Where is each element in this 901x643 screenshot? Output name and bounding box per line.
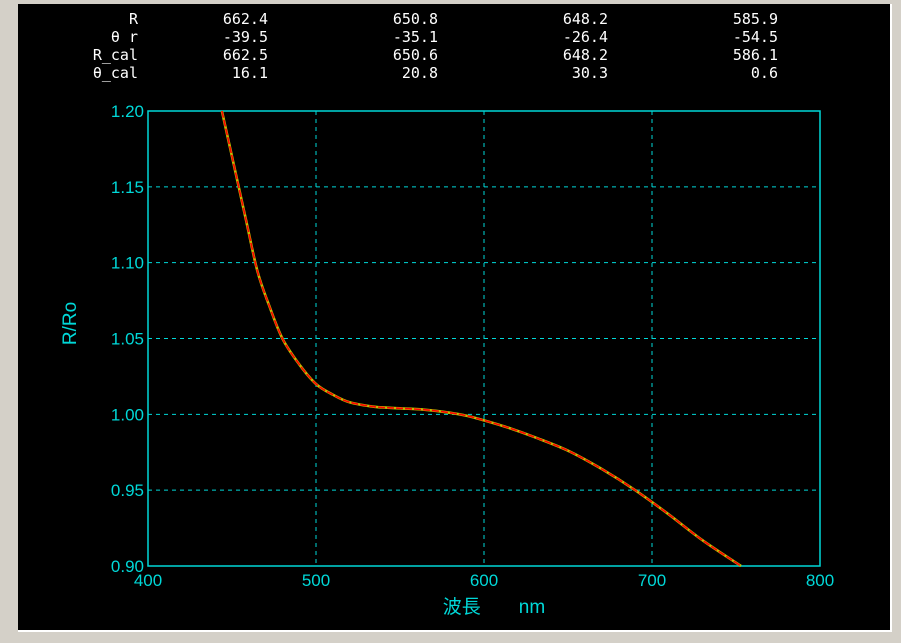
readout-value: 650.6: [392, 46, 438, 64]
readout-value: 30.3: [571, 64, 608, 82]
readout-value: -54.5: [732, 28, 778, 46]
y-tick-label: 0.90: [111, 557, 144, 576]
y-axis-title: R/Ro: [60, 302, 81, 345]
plot-area-border: [147, 110, 821, 567]
readout-value: 0.6: [750, 64, 778, 82]
y-tick-label: 1.05: [111, 330, 144, 349]
y-tick-label: 0.95: [111, 481, 144, 500]
readout-value: 662.4: [222, 10, 268, 28]
y-tick-label: 1.20: [111, 102, 144, 121]
peak-readout-table: R 662.4 650.8 648.2 585.9 θ r -39.5 -35.1 -26.4 -…: [18, 4, 890, 94]
series-layer: [220, 110, 742, 568]
series-line-fit: [221, 110, 742, 567]
y-tick-labels: 0.90 0.95 1.00 1.05 1.10 1.15 1.20: [111, 102, 144, 576]
readout-value: 650.8: [392, 10, 438, 28]
readout-value: 586.1: [732, 46, 778, 64]
readout-row-label: R_cal: [92, 46, 138, 64]
readout-value: 648.2: [562, 46, 608, 64]
x-tick-label: 400: [134, 571, 162, 590]
y-tick-label: 1.10: [111, 254, 144, 273]
y-tick-label: 1.00: [111, 405, 144, 424]
x-axis-title: 波長 nm: [443, 596, 545, 618]
spectrum-chart: 400 500 600 700 800 0.90 0.95 1.00 1.05 1.10 1.15…: [60, 102, 834, 618]
readout-row-label: θ r: [110, 28, 138, 46]
readout-value: -26.4: [562, 28, 608, 46]
x-tick-label: 500: [302, 571, 330, 590]
x-tick-label: 600: [470, 571, 498, 590]
readout-value: 662.5: [222, 46, 268, 64]
readout-value: -39.5: [222, 28, 268, 46]
readout-value: -35.1: [392, 28, 438, 46]
readout-value: 585.9: [732, 10, 778, 28]
readout-value: 16.1: [231, 64, 268, 82]
readout-value: 20.8: [401, 64, 438, 82]
readout-value: 648.2: [562, 10, 608, 28]
y-tick-label: 1.15: [111, 178, 144, 197]
readout-row-label: θ_cal: [92, 64, 138, 82]
readout-row-label: R: [128, 10, 138, 28]
x-tick-labels: 400 500 600 700 800: [134, 571, 834, 590]
grid-lines: [148, 111, 820, 566]
x-tick-label: 800: [806, 571, 834, 590]
x-tick-label: 700: [638, 571, 666, 590]
plot-panel: R 662.4 650.8 648.2 585.9 θ r -39.5 -35.1 -26.4 -…: [18, 4, 892, 632]
